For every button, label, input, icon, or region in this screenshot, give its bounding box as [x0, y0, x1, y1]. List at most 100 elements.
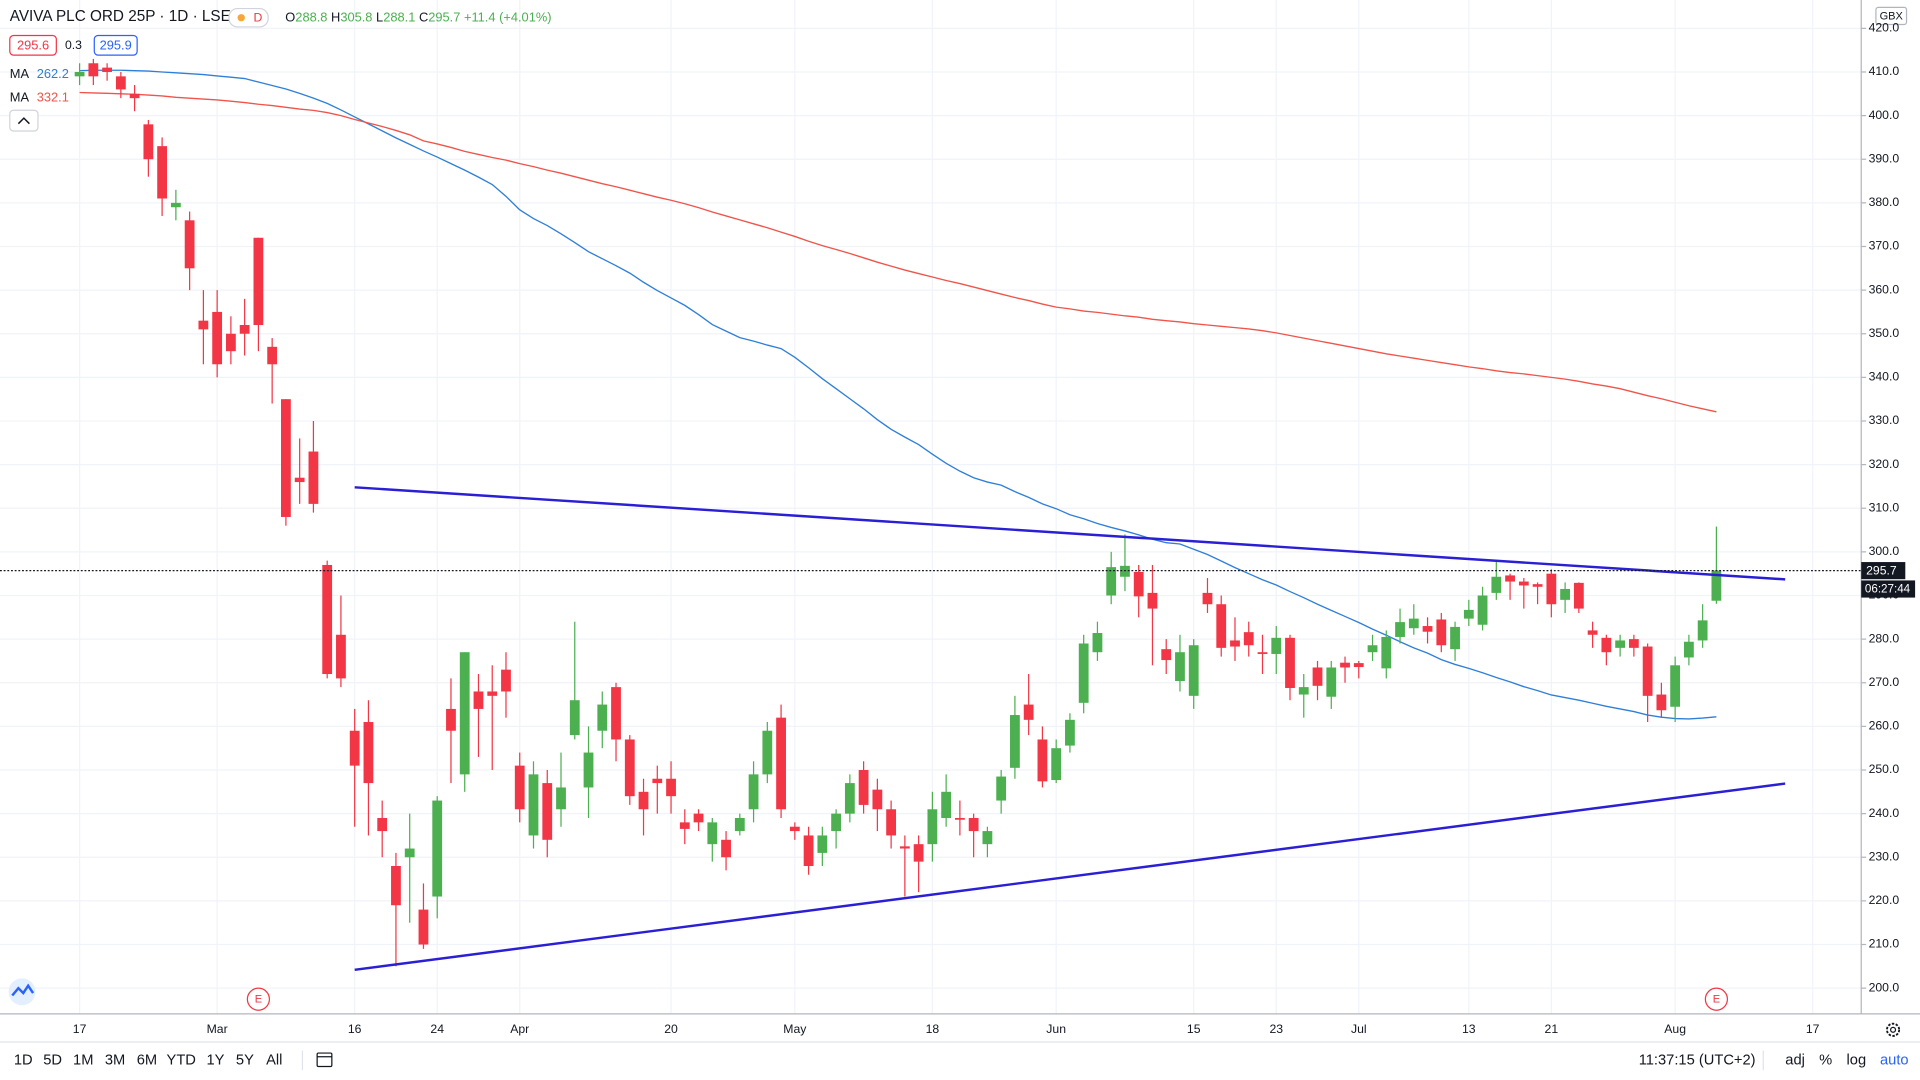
- candle-body: [1601, 637, 1612, 653]
- logo-icon: [11, 983, 35, 997]
- y-tick-label: 350.0: [1869, 326, 1900, 340]
- candle-body: [115, 76, 126, 90]
- moving-average-line: [79, 69, 1717, 720]
- timeframe-button[interactable]: 6M: [137, 1052, 157, 1068]
- timeframe-button[interactable]: 5Y: [236, 1052, 254, 1068]
- x-tick-label: Apr: [510, 1022, 529, 1036]
- bid: 295.6: [17, 37, 49, 52]
- x-tick-label: Jul: [1351, 1022, 1367, 1036]
- currency-box[interactable]: [1875, 6, 1908, 26]
- last-price-box: [1861, 562, 1906, 580]
- timeframe-button[interactable]: 1D: [14, 1052, 33, 1068]
- x-tick-label: Jun: [1046, 1022, 1066, 1036]
- status-badge[interactable]: [228, 7, 269, 28]
- countdown: 06:27:44: [1865, 583, 1911, 596]
- y-tick-label: 400.0: [1869, 108, 1900, 122]
- currency: GBX: [1880, 10, 1904, 22]
- plot: [0, 58, 1862, 972]
- toolbar: 1D 5D 1M 3M 6M YTD 1Y 5Y All adj% log auto: [14, 1052, 1909, 1068]
- clock[interactable]: 11:37:15 (UTC+2): [1639, 1052, 1756, 1068]
- candle-body: [1670, 665, 1681, 707]
- x-tick-label: 13: [1462, 1022, 1476, 1036]
- candle-body: [1271, 637, 1282, 654]
- event-marker[interactable]: [246, 987, 271, 1011]
- candle-body: [913, 844, 924, 862]
- candle-body: [1188, 645, 1199, 696]
- candle-body: [1491, 576, 1502, 593]
- candle-body: [1312, 667, 1323, 686]
- candle-body: [170, 202, 181, 208]
- timeframe-button[interactable]: 1Y: [207, 1052, 225, 1068]
- candle-body: [707, 822, 718, 845]
- candle-body: [391, 865, 401, 906]
- ohlc-value: 295.7: [428, 10, 460, 25]
- candle-body: [377, 817, 388, 832]
- candle-body: [1120, 565, 1130, 577]
- scale-option[interactable]: adj: [1785, 1052, 1805, 1068]
- candle-body: [1353, 663, 1364, 668]
- candle-body: [762, 730, 773, 775]
- ask-box[interactable]: [93, 34, 138, 56]
- symbol-title[interactable]: AVIVA PLC ORD 25P · 1D · LSE: [10, 8, 231, 25]
- spread: 0.3: [65, 38, 82, 52]
- candle-body: [1133, 571, 1144, 597]
- event-marker[interactable]: [1704, 987, 1729, 1011]
- candle-body: [1243, 632, 1254, 646]
- candle-body: [459, 652, 470, 775]
- timeframe-button[interactable]: 5D: [43, 1052, 62, 1068]
- candle-body: [1546, 573, 1557, 605]
- candle-body: [501, 669, 511, 692]
- candle-body: [1161, 649, 1172, 661]
- legend-label: MA: [10, 66, 30, 81]
- candle-body: [1147, 592, 1158, 609]
- event-label: E: [1713, 994, 1720, 1006]
- scale-option[interactable]: log: [1847, 1052, 1867, 1068]
- ohlc-value: 288.1: [383, 10, 415, 25]
- x-tick-label: Aug: [1664, 1022, 1686, 1036]
- timeframe-button[interactable]: 3M: [105, 1052, 125, 1068]
- candle-body: [734, 817, 745, 832]
- candle-body: [157, 146, 168, 199]
- candle-body: [322, 564, 333, 675]
- ohlc-legend: O288.8 H305.8 L288.1 C295.7 +11.4 (+4.01…: [285, 10, 551, 25]
- candle-body: [239, 325, 250, 334]
- candle-body: [514, 765, 525, 810]
- date-range-button[interactable]: [316, 1052, 333, 1068]
- candle-body: [1518, 581, 1529, 586]
- candle-body: [1367, 645, 1378, 653]
- y-tick-label: 310.0: [1869, 500, 1900, 514]
- ohlc-label: H: [331, 10, 340, 25]
- candle-body: [624, 739, 635, 797]
- settings-button[interactable]: [1886, 1022, 1901, 1037]
- timeframe-button[interactable]: 1M: [73, 1052, 93, 1068]
- candle-body: [1615, 640, 1626, 648]
- candle-body: [597, 704, 608, 731]
- candle-body: [74, 71, 85, 77]
- candle-body: [679, 822, 690, 829]
- bid-box[interactable]: [9, 34, 57, 56]
- x-tick-label: May: [783, 1022, 807, 1036]
- y-tick-label: 260.0: [1869, 719, 1900, 733]
- candle-body: [1010, 715, 1020, 768]
- timeframe-button[interactable]: YTD: [167, 1052, 196, 1068]
- candle-body: [1230, 640, 1240, 647]
- change: +11.4 (+4.01%): [464, 10, 552, 25]
- candle-body: [446, 708, 456, 731]
- scale-option[interactable]: %: [1819, 1052, 1832, 1068]
- candle-body: [1065, 719, 1075, 746]
- y-tick-label: 280.0: [1869, 631, 1900, 645]
- y-tick-label: 300.0: [1869, 544, 1900, 558]
- candle-body: [404, 848, 415, 858]
- candle-body: [528, 774, 539, 836]
- y-tick-label: 420.0: [1869, 21, 1900, 35]
- candle-body: [1106, 567, 1117, 596]
- candle-body: [143, 124, 154, 160]
- candle-body: [184, 220, 195, 269]
- timeframe-button[interactable]: All: [266, 1052, 282, 1068]
- ohlc-label: O: [285, 10, 295, 25]
- candle-body: [693, 813, 704, 823]
- scale-option[interactable]: auto: [1880, 1052, 1909, 1068]
- candle-body: [1711, 570, 1722, 601]
- collapse-button[interactable]: [9, 109, 39, 132]
